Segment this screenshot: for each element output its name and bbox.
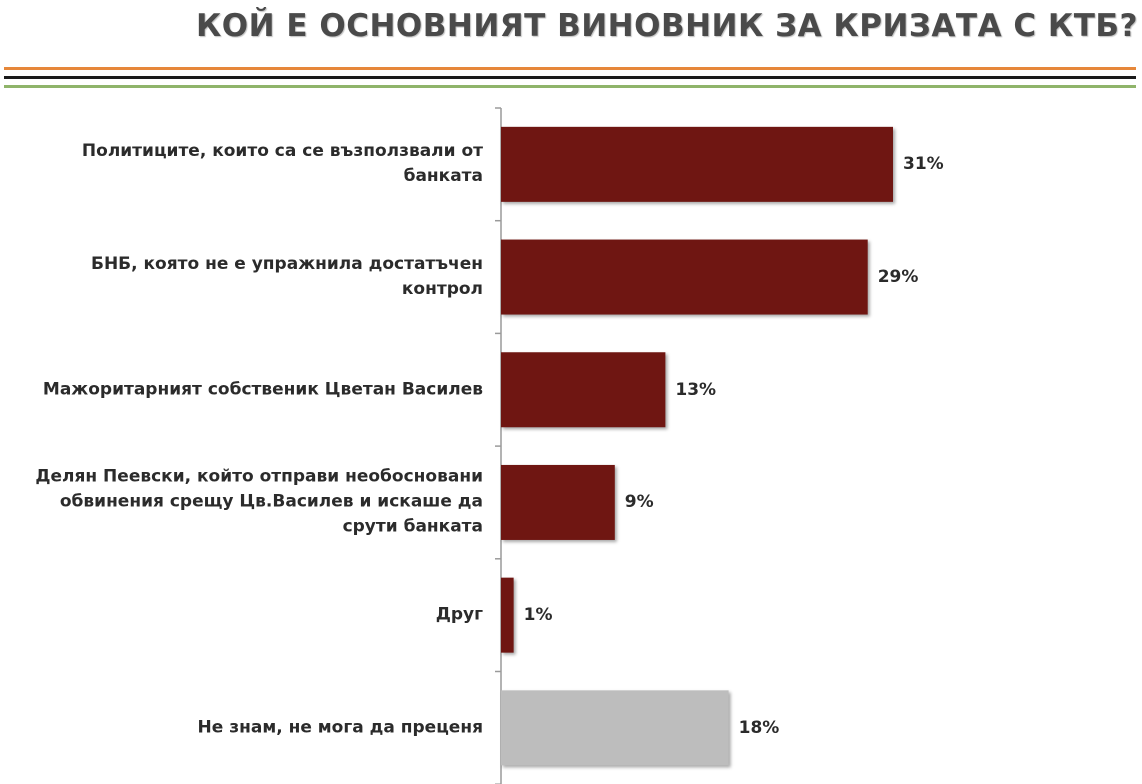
bar [501, 577, 514, 653]
chart-title: КОЙ Е ОСНОВНИЯТ ВИНОВНИК ЗА КРИЗАТА С КТ… [195, 8, 1138, 44]
bars-group [501, 126, 893, 766]
value-label: 31% [903, 154, 944, 175]
header-rule-black [4, 76, 1136, 79]
category-label: Делян Пеевски, който отправи необоснован… [35, 466, 483, 537]
category-label: Политиците, които са се възползвали от б… [81, 141, 483, 187]
category-label: Мажоритарният собственик Цветан Василев [42, 379, 483, 400]
header-rule-green [4, 85, 1136, 88]
category-label: Друг [435, 604, 483, 625]
header-rule-orange [4, 67, 1136, 70]
bar [501, 239, 868, 315]
bar [501, 126, 893, 202]
category-label: БНБ, която не е упражнила достатъчен кон… [90, 254, 483, 300]
value-label: 9% [624, 492, 654, 513]
value-label: 1% [523, 605, 553, 626]
bar [501, 352, 666, 428]
category-label: Не знам, не мога да преценя [197, 717, 483, 738]
value-label: 18% [738, 717, 780, 738]
value-label: 29% [877, 267, 919, 288]
bar [501, 464, 615, 540]
bar [501, 690, 729, 766]
axis-ticks [495, 107, 501, 784]
value-label: 13% [675, 379, 717, 400]
